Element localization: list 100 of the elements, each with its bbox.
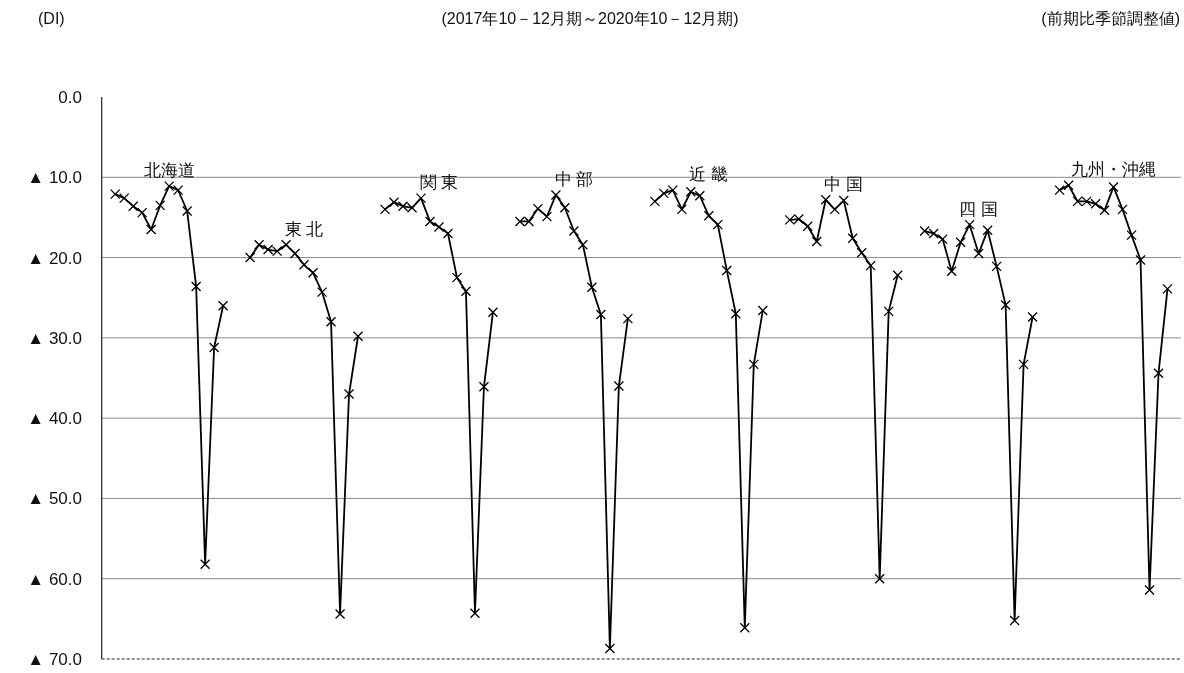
point [244, 252, 256, 263]
point [460, 286, 472, 297]
y-tick-label: 0.0 [58, 88, 82, 107]
point [757, 305, 768, 316]
point [973, 248, 984, 259]
point [199, 559, 211, 570]
series-label: 中 部 [554, 169, 594, 189]
point [181, 205, 193, 217]
point [1135, 254, 1146, 266]
point [128, 201, 139, 212]
text: (前期比季節調整値) [1041, 10, 1180, 27]
series-label: 東 北 [284, 219, 324, 239]
point [442, 228, 454, 239]
point [559, 202, 571, 213]
point [694, 190, 705, 201]
text: (2017年10－12月期～2020年10－12月期) [441, 10, 739, 27]
point [550, 189, 562, 201]
point [649, 196, 660, 207]
point [298, 259, 310, 270]
point [1126, 229, 1137, 241]
y-tick-label: ▲ 20.0 [27, 248, 82, 268]
point [865, 260, 876, 271]
point [748, 359, 759, 370]
point [721, 265, 732, 276]
point [1144, 584, 1155, 596]
point [155, 200, 166, 211]
point [847, 233, 858, 244]
series-label: 四 国 [959, 199, 998, 219]
series-label: 近 畿 [689, 165, 729, 185]
point [955, 237, 966, 248]
y-tick-label: ▲ 40.0 [27, 409, 82, 429]
point [433, 221, 445, 233]
point [730, 308, 741, 319]
point [883, 306, 894, 317]
point [802, 221, 813, 232]
point [334, 608, 346, 620]
point [982, 225, 993, 236]
point [280, 239, 292, 250]
point [856, 247, 867, 258]
point [469, 608, 481, 619]
point [1153, 368, 1164, 379]
point [316, 286, 328, 298]
point [217, 300, 229, 311]
point [685, 186, 696, 197]
point [173, 184, 184, 196]
point [424, 216, 436, 227]
y-tick-label: ▲ 30.0 [27, 328, 82, 348]
point [838, 195, 849, 206]
point [388, 197, 400, 208]
point [820, 194, 831, 205]
point [1099, 205, 1110, 216]
point [703, 210, 714, 221]
y-tick-label: ▲ 10.0 [27, 168, 82, 188]
point [541, 211, 553, 222]
point [137, 207, 148, 218]
point [119, 193, 130, 204]
point [379, 204, 391, 215]
point [613, 380, 625, 392]
point [307, 267, 319, 278]
point [991, 261, 1002, 272]
point [586, 282, 598, 293]
point [164, 180, 175, 192]
point [1108, 181, 1119, 193]
point [487, 307, 499, 318]
point [946, 266, 957, 277]
series-label: 関 東 [419, 173, 459, 193]
point [253, 239, 265, 250]
point [208, 342, 220, 353]
point [289, 248, 301, 259]
series-label: 中 国 [824, 174, 864, 194]
point [343, 388, 355, 400]
point [1117, 204, 1128, 215]
point [1027, 311, 1038, 323]
point [190, 281, 202, 292]
y-tick-label: ▲ 60.0 [27, 569, 82, 589]
point [595, 309, 607, 320]
point [1000, 299, 1011, 311]
point [964, 219, 975, 230]
point [415, 193, 427, 204]
point [352, 331, 364, 342]
point [478, 381, 490, 392]
point [604, 643, 616, 654]
point [451, 272, 463, 283]
y-axis-title: (DI) [38, 10, 65, 27]
point [1162, 283, 1173, 295]
point [146, 224, 157, 235]
y-tick-label: ▲ 70.0 [27, 650, 82, 669]
series-label: 九州・沖縄 [1071, 160, 1157, 180]
point [1054, 184, 1065, 196]
point [811, 236, 822, 247]
point [829, 204, 840, 215]
point [1063, 180, 1074, 191]
y-tick-label: ▲ 50.0 [27, 489, 82, 509]
point [110, 189, 121, 200]
point [532, 203, 544, 214]
point [577, 239, 589, 250]
point [568, 225, 580, 237]
point [892, 270, 903, 281]
point [937, 233, 948, 245]
series-label: 北海道 [143, 161, 195, 181]
